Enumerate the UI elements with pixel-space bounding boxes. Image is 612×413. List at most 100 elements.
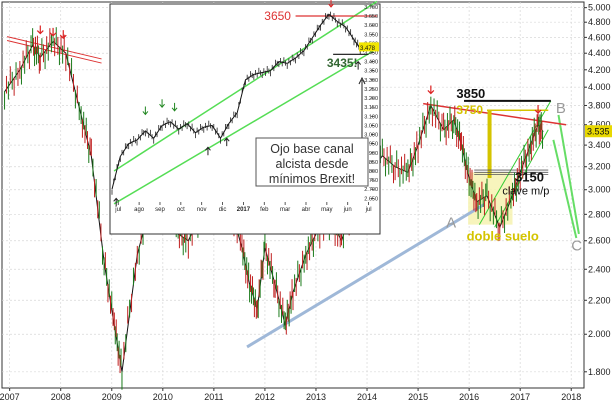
inset-x-tick-label: sep	[155, 207, 165, 213]
x-tick-label: 2010	[153, 392, 173, 402]
y-tick-label: 3.000	[588, 185, 611, 195]
target-bar	[487, 110, 492, 179]
callout-arrow-head	[358, 76, 366, 85]
inset-last-value-tag	[359, 42, 379, 52]
x-tick-label: 2012	[255, 392, 275, 402]
inset-y-tick-label: 3.000	[364, 133, 378, 139]
x-tick-label: 2007	[0, 392, 20, 402]
peak-arrow	[534, 105, 542, 114]
x-tick-label: 2017	[510, 392, 530, 402]
inset-low-arrow	[355, 60, 362, 70]
label-3850: 3850	[456, 86, 485, 101]
inset-y-tick-label: 2.800	[364, 169, 378, 175]
inset-y-tick-label: 2.750	[364, 178, 378, 184]
inset-x-tick-label: jun	[343, 207, 352, 213]
y-tick-label: 4.200	[588, 65, 611, 75]
y-tick-label: 2.800	[588, 209, 611, 219]
inset-x-tick-label: abr	[302, 207, 311, 213]
y-tick-label: 3.200	[588, 162, 611, 172]
inset-low-arrow	[205, 146, 211, 156]
inset-y-tick-label: 3.450	[364, 50, 378, 56]
x-tick-label: 2011	[204, 392, 223, 402]
projection-line	[557, 114, 580, 235]
inset-high-arrow	[171, 102, 178, 112]
inset-last-value-label: 3.478	[360, 46, 376, 52]
inset-plot-area	[109, 3, 381, 235]
callout-line: Ojo base canal	[270, 142, 353, 156]
x-tick-label: 2008	[51, 392, 71, 402]
inset-x-tick-label: mar	[280, 207, 290, 213]
inset-y-tick-label: 3.700	[364, 5, 378, 11]
inset-y-tick-label: 2.700	[364, 187, 378, 193]
y-tick-label: 3.800	[588, 100, 611, 110]
x-tick-label: 2015	[408, 392, 428, 402]
inset-y-tick-label: 3.300	[364, 78, 378, 84]
inset-low-arrow	[113, 197, 120, 207]
y-tick-label: 2.200	[588, 295, 611, 305]
inset-y-tick-label: 3.350	[364, 69, 378, 75]
y-tick-label: 4.000	[588, 82, 611, 92]
inset-y-tick-label: 3.100	[364, 114, 378, 120]
inset-y-tick-label: 3.600	[364, 23, 378, 29]
y-tick-label: 2.000	[588, 329, 611, 339]
inset-x-tick-label: oct	[177, 207, 185, 213]
y-tick-label: 2.600	[588, 236, 611, 246]
x-tick-label: 2014	[357, 392, 377, 402]
y-tick-label: 4.600	[588, 32, 611, 42]
inset-x-tick-label: jul	[114, 207, 121, 213]
inset-high-arrow	[142, 106, 149, 116]
inset-x-tick-label: 2017	[237, 207, 251, 213]
callout-box	[255, 137, 369, 187]
inset-y-tick-label: 2.850	[364, 160, 378, 166]
inset-y-tick-label: 3.050	[364, 123, 378, 129]
y-tick-label: 5.000	[588, 3, 611, 13]
y-tick-label: 3.600	[588, 120, 611, 130]
projection-line	[552, 139, 578, 239]
inset-low-arrow	[223, 137, 230, 147]
inset-y-tick-label: 3.550	[364, 32, 378, 38]
inset-x-tick-label: jul	[365, 207, 372, 213]
callout-line: mínimos Brexit!	[269, 172, 355, 186]
label-3150: 3150	[515, 170, 544, 185]
last-value-tag	[585, 125, 612, 138]
inset-y-tick-label: 2.950	[364, 142, 378, 148]
inset-peak-arrow	[328, 0, 334, 8]
channel-lower-line	[494, 129, 549, 228]
inset-channel-lower	[113, 48, 378, 205]
inset-x-tick-label: may	[321, 207, 332, 213]
x-tick-label: 2018	[561, 392, 581, 402]
y-tick-label: 4.400	[588, 48, 611, 58]
inset-x-tick-label: nov	[197, 207, 207, 213]
x-tick-label: 2013	[306, 392, 326, 402]
label-double-bottom: doble suelo	[467, 229, 539, 244]
label-point-a: A	[446, 214, 456, 231]
peak-arrow	[49, 27, 57, 37]
inset-y-tick-label: 2.650	[364, 196, 378, 202]
inset-x-tick-label: dic	[219, 207, 227, 213]
inset-x-tick-label: feb	[260, 207, 269, 213]
inset-y-tick-label: 2.900	[364, 151, 378, 157]
label-point-b: B	[556, 100, 566, 117]
inset-y-tick-label: 3.400	[364, 60, 378, 66]
inset-channel-upper	[113, 0, 378, 172]
inset-y-tick-label: 3.250	[364, 87, 378, 93]
label-point-c: C	[571, 237, 582, 254]
inset-x-tick-label: ago	[134, 207, 145, 213]
peak-arrow	[59, 30, 67, 40]
y-tick-label: 3.400	[588, 140, 611, 150]
x-tick-label: 2009	[102, 392, 122, 402]
label-clave: clave m/p	[502, 186, 549, 198]
x-tick-label: 2016	[459, 392, 479, 402]
peak-arrow	[427, 85, 435, 95]
last-value-label: 3.535	[587, 127, 610, 137]
y-tick-label: 4.800	[588, 17, 611, 27]
peak-arrow	[36, 25, 44, 35]
label-3750: 3750	[456, 103, 483, 117]
y-tick-label: 2.400	[588, 264, 611, 274]
callout-line: alcista desde	[276, 157, 349, 171]
inset-label-3650: 3650	[264, 9, 291, 23]
y-tick-label: 1.800	[588, 367, 611, 377]
inset-high-arrow	[159, 99, 165, 108]
